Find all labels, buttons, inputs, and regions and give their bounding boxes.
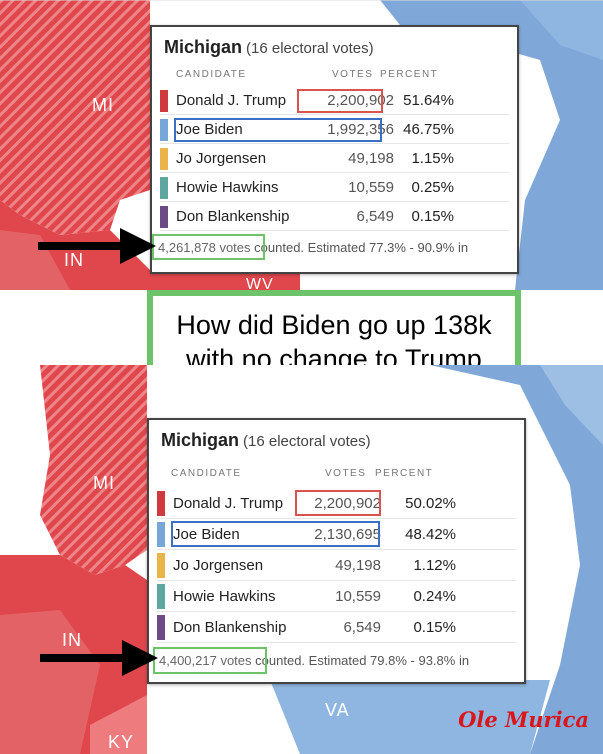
table-row-jorgensen: Jo Jorgensen 49,198 1.12% bbox=[157, 550, 516, 581]
map-label-va: VA bbox=[325, 700, 350, 720]
map-label-ky: KY bbox=[108, 732, 135, 752]
candidate-percent: 46.75% bbox=[403, 121, 454, 138]
estimated-reporting: counted. Estimated 79.8% - 93.8% in bbox=[255, 653, 470, 668]
candidate-name: Donald J. Trump bbox=[176, 92, 287, 109]
candidate-votes: 6,549 bbox=[356, 208, 394, 225]
candidate-name: Howie Hawkins bbox=[176, 179, 279, 196]
candidate-votes: 2,200,902 bbox=[314, 495, 381, 512]
swatch-biden bbox=[157, 522, 165, 547]
swatch-jorgensen bbox=[160, 148, 168, 170]
question-line-1: How did Biden go up 138k bbox=[176, 310, 492, 340]
candidate-votes: 49,198 bbox=[335, 557, 381, 574]
candidate-name: Joe Biden bbox=[173, 526, 240, 543]
table-row-jorgensen: Jo Jorgensen 49,198 1.15% bbox=[160, 145, 509, 173]
candidate-percent: 1.12% bbox=[413, 557, 456, 574]
col-header-percent: PERCENT bbox=[380, 69, 439, 80]
trump-votes-highlight bbox=[295, 490, 381, 516]
col-header-votes: VOTES bbox=[325, 468, 367, 479]
col-header-candidate: CANDIDATE bbox=[176, 69, 247, 80]
table-row-hawkins: Howie Hawkins 10,559 0.24% bbox=[157, 581, 516, 612]
candidate-name: Jo Jorgensen bbox=[176, 150, 267, 167]
map-label-in: IN bbox=[62, 630, 82, 650]
vote-total: 4,400,217 votes bbox=[159, 653, 252, 668]
card-title: Michigan (16 electoral votes) bbox=[161, 430, 371, 451]
candidate-votes: 10,559 bbox=[335, 588, 381, 605]
swatch-trump bbox=[160, 90, 168, 112]
candidate-votes: 6,549 bbox=[343, 619, 381, 636]
estimated-reporting: counted. Estimated 77.3% - 90.9% in bbox=[254, 240, 469, 255]
electoral-votes: (16 electoral votes) bbox=[243, 433, 371, 450]
candidate-percent: 0.24% bbox=[413, 588, 456, 605]
candidate-name: Donald J. Trump bbox=[173, 495, 284, 512]
candidate-percent: 0.25% bbox=[411, 179, 454, 196]
table-row-biden: Joe Biden 1,992,356 46.75% bbox=[160, 116, 509, 144]
candidate-votes: 1,992,356 bbox=[327, 121, 394, 138]
candidate-name: Joe Biden bbox=[176, 121, 243, 138]
col-header-percent: PERCENT bbox=[375, 468, 434, 479]
table-row-trump: Donald J. Trump 2,200,902 50.02% bbox=[157, 488, 516, 519]
swatch-hawkins bbox=[160, 177, 168, 199]
candidate-percent: 1.15% bbox=[411, 150, 454, 167]
table-row-hawkins: Howie Hawkins 10,559 0.25% bbox=[160, 174, 509, 202]
table-row-blankenship: Don Blankenship 6,549 0.15% bbox=[160, 203, 509, 231]
candidate-percent: 50.02% bbox=[405, 495, 456, 512]
candidate-name: Howie Hawkins bbox=[173, 588, 276, 605]
biden-row-highlight bbox=[171, 521, 380, 547]
candidate-percent: 51.64% bbox=[403, 92, 454, 109]
map-label-in: IN bbox=[64, 250, 84, 270]
candidate-percent: 48.42% bbox=[405, 526, 456, 543]
swatch-jorgensen bbox=[157, 553, 165, 578]
bottom-arrow-icon bbox=[40, 640, 158, 676]
map-label-wv: WV bbox=[246, 276, 274, 290]
candidate-percent: 0.15% bbox=[411, 208, 454, 225]
table-row-biden: Joe Biden 2,130,695 48.42% bbox=[157, 519, 516, 550]
swatch-biden bbox=[160, 119, 168, 141]
table-row-trump: Donald J. Trump 2,200,902 51.64% bbox=[160, 87, 509, 115]
top-results-card: Michigan (16 electoral votes) CANDIDATE V… bbox=[150, 25, 519, 274]
vote-total: 4,261,878 votes bbox=[158, 240, 251, 255]
swatch-blankenship bbox=[160, 206, 168, 228]
swatch-trump bbox=[157, 491, 165, 516]
map-label-mi: MI bbox=[93, 473, 115, 493]
vote-total-line: 4,400,217 votes counted. Estimated 79.8%… bbox=[159, 653, 469, 668]
col-header-candidate: CANDIDATE bbox=[171, 468, 242, 479]
candidate-name: Don Blankenship bbox=[176, 208, 290, 225]
electoral-votes: (16 electoral votes) bbox=[246, 40, 374, 57]
trump-votes-highlight bbox=[297, 89, 383, 113]
col-header-votes: VOTES bbox=[332, 69, 374, 80]
bottom-results-card: Michigan (16 electoral votes) CANDIDATE V… bbox=[147, 418, 526, 684]
candidate-percent: 0.15% bbox=[413, 619, 456, 636]
watermark-logo: Ole Murica bbox=[458, 707, 589, 732]
candidate-votes: 2,200,902 bbox=[327, 92, 394, 109]
state-name: Michigan bbox=[164, 37, 243, 57]
map-label-mi: MI bbox=[92, 95, 114, 115]
candidate-votes: 10,559 bbox=[348, 179, 394, 196]
swatch-hawkins bbox=[157, 584, 165, 609]
top-arrow-icon bbox=[38, 228, 156, 264]
candidate-votes: 49,198 bbox=[348, 150, 394, 167]
candidate-name: Don Blankenship bbox=[173, 619, 287, 636]
candidate-votes: 2,130,695 bbox=[314, 526, 381, 543]
vote-total-highlight bbox=[152, 234, 265, 260]
table-row-blankenship: Don Blankenship 6,549 0.15% bbox=[157, 612, 516, 643]
swatch-blankenship bbox=[157, 615, 165, 640]
vote-total-highlight bbox=[153, 647, 267, 674]
state-name: Michigan bbox=[161, 430, 240, 450]
card-title: Michigan (16 electoral votes) bbox=[164, 37, 374, 58]
candidate-name: Jo Jorgensen bbox=[173, 557, 264, 574]
vote-total-line: 4,261,878 votes counted. Estimated 77.3%… bbox=[158, 240, 468, 255]
biden-row-highlight bbox=[174, 118, 382, 142]
